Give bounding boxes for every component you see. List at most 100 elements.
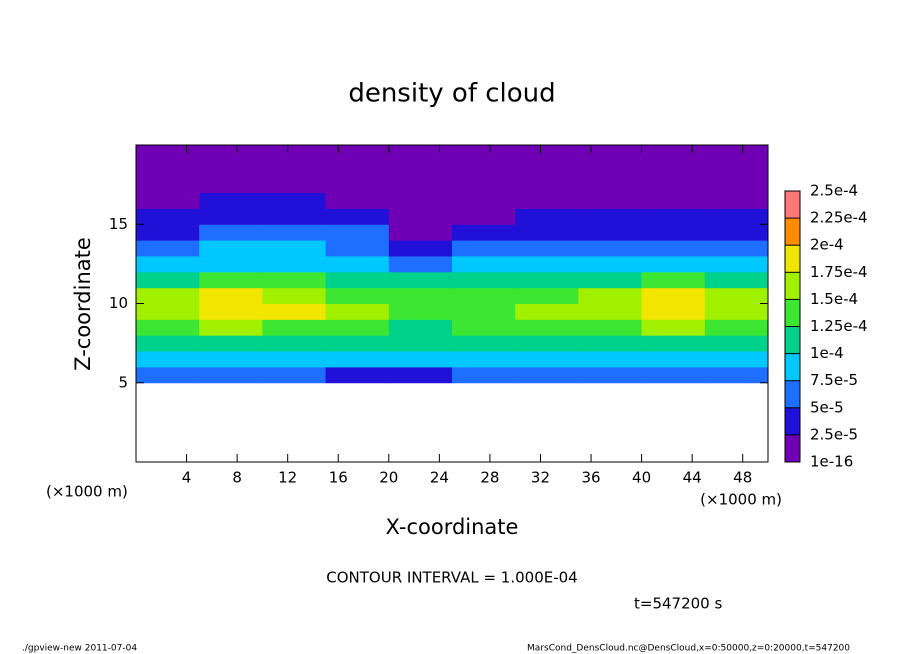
cell — [641, 335, 706, 352]
cell — [388, 366, 453, 384]
x-tick-label: 32 — [531, 469, 550, 487]
x-tick-label: 40 — [632, 469, 651, 487]
cell — [704, 208, 769, 225]
cell — [136, 192, 200, 209]
cell — [388, 192, 453, 209]
cell — [262, 208, 327, 225]
cell — [641, 208, 706, 225]
x-tick-label: 16 — [329, 469, 348, 487]
colorbar-box — [785, 272, 800, 300]
cell — [452, 255, 516, 273]
cell — [199, 255, 263, 273]
cell — [641, 192, 706, 209]
cell — [388, 303, 453, 320]
colorbar-label: 2e-4 — [810, 236, 844, 254]
x-tick-label: 20 — [379, 469, 398, 487]
cell — [262, 145, 327, 162]
colorbar-box — [785, 218, 800, 246]
cell — [515, 366, 579, 384]
colorbar-label: 1e-4 — [810, 344, 844, 362]
cell — [262, 160, 327, 178]
x-tick-label: 44 — [683, 469, 702, 487]
cell — [199, 335, 263, 352]
footer: MarsCond_DensCloud.nc@DensCloud,x=0:5000… — [527, 644, 850, 654]
x-tick-label: 8 — [232, 469, 242, 487]
cell — [199, 271, 263, 289]
colorbar-box — [785, 299, 800, 327]
colorbar-box — [785, 326, 800, 354]
cell — [704, 255, 769, 273]
cell — [199, 160, 263, 178]
cell — [262, 351, 327, 368]
colorbar-box — [785, 353, 800, 381]
cell — [262, 240, 327, 257]
cell — [515, 335, 579, 352]
cell — [388, 255, 453, 273]
colorbar-box — [785, 434, 800, 462]
cell — [325, 255, 390, 273]
cell — [388, 240, 453, 257]
chart-title: density of cloud — [348, 79, 555, 109]
colorbar-box — [785, 191, 800, 219]
cell — [452, 208, 516, 225]
cell — [325, 224, 390, 241]
cell — [704, 145, 769, 162]
cell — [388, 335, 453, 352]
y-tick-label: 10 — [109, 294, 128, 312]
cell — [199, 176, 263, 194]
cell — [452, 176, 516, 194]
cell — [704, 287, 769, 304]
colorbar-label: 1.25e-4 — [810, 317, 868, 335]
cell — [641, 303, 706, 320]
cell — [452, 319, 516, 336]
cell — [641, 271, 706, 289]
x-tick-label: 48 — [733, 469, 752, 487]
cell — [641, 160, 706, 178]
cell — [262, 176, 327, 194]
cell — [515, 351, 579, 368]
cell — [199, 366, 263, 384]
cell — [325, 240, 390, 257]
cell — [641, 176, 706, 194]
cell — [199, 240, 263, 257]
cell — [641, 145, 706, 162]
cell — [388, 271, 453, 289]
colorbar-box — [785, 245, 800, 273]
cell — [704, 351, 769, 368]
cell — [704, 271, 769, 289]
cell — [325, 271, 390, 289]
cell — [641, 351, 706, 368]
cell — [325, 176, 390, 194]
cell — [388, 208, 453, 225]
cell — [325, 208, 390, 225]
cell — [199, 145, 263, 162]
cell — [452, 303, 516, 320]
y-tick-label: 15 — [109, 215, 128, 233]
cell — [515, 303, 579, 320]
cell — [199, 319, 263, 336]
cell — [704, 303, 769, 320]
colorbar-label: 5e-5 — [810, 398, 844, 416]
cell — [578, 192, 643, 209]
time-note: t=547200 s — [634, 595, 722, 613]
cell — [262, 271, 327, 289]
cell — [578, 287, 643, 304]
cell — [325, 366, 390, 384]
cell — [515, 224, 579, 241]
footer: ./gpview-new 2011-07-04 — [22, 644, 137, 654]
cell — [325, 351, 390, 368]
colorbar-box — [785, 380, 800, 408]
contour-note: CONTOUR INTERVAL = 1.000E-04 — [326, 569, 577, 587]
cell — [578, 366, 643, 384]
cell — [515, 208, 579, 225]
colorbar-label: 2.5e-4 — [810, 182, 858, 200]
cell — [262, 192, 327, 209]
cell — [515, 192, 579, 209]
cell — [452, 287, 516, 304]
cell — [578, 160, 643, 178]
cell — [262, 303, 327, 320]
cell — [199, 287, 263, 304]
cell — [452, 240, 516, 257]
cell — [515, 271, 579, 289]
cell — [704, 240, 769, 257]
